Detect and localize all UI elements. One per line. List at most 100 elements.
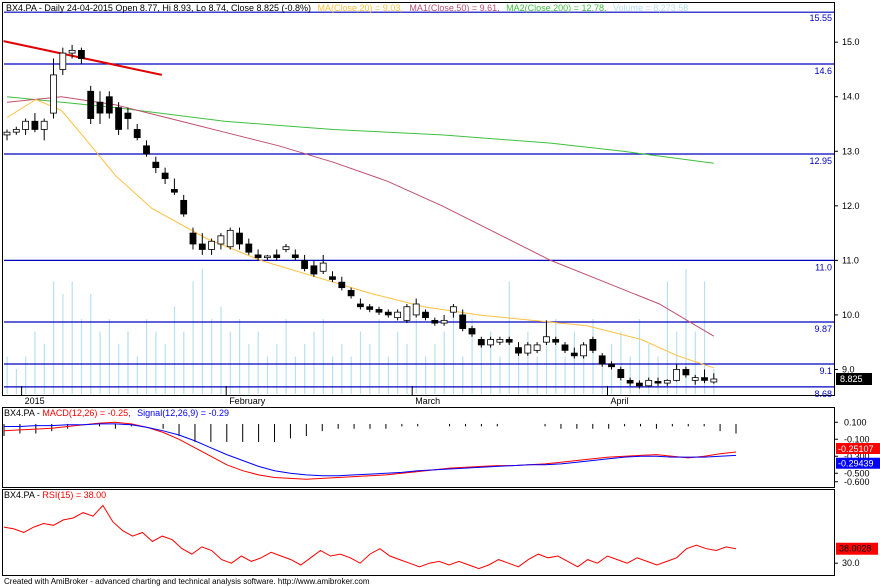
price-tick-label: 15.0	[842, 37, 860, 47]
volume-bar	[545, 344, 548, 394]
candle-down	[236, 232, 243, 245]
candle-up	[496, 339, 504, 343]
volume-bar	[425, 356, 427, 394]
macd-tick-label: 0.100	[844, 417, 867, 427]
candle-up	[580, 344, 587, 357]
candle-up	[40, 120, 48, 130]
volume-bar	[118, 344, 120, 394]
volume-bar	[518, 344, 520, 394]
support-resistance-label: 11.0	[815, 262, 832, 272]
volume-bar	[452, 306, 455, 394]
candle-down	[143, 145, 150, 155]
signal-value-label: -0.29439	[838, 459, 874, 469]
volume-bar	[285, 319, 287, 394]
price-tick-label: 13.0	[842, 146, 860, 156]
candle-up	[524, 344, 532, 354]
macd-panel-frame	[2, 407, 835, 488]
candle-down	[505, 339, 513, 343]
volume-bar	[443, 331, 445, 394]
candle-up	[663, 379, 671, 384]
candle-down	[105, 96, 113, 114]
price-tick-label: 11.0	[842, 255, 859, 265]
candle-down	[654, 381, 662, 384]
volume-bar	[620, 331, 622, 394]
macd-line	[3, 421, 737, 480]
volume-bar	[350, 356, 352, 394]
volume-bar	[332, 356, 334, 394]
volume-bar	[192, 281, 194, 394]
volume-bar	[648, 344, 650, 394]
volume-bar	[313, 331, 315, 394]
candle-down	[422, 311, 429, 319]
candle-down	[431, 319, 439, 324]
volume-bar	[276, 344, 278, 394]
volume-bar	[211, 319, 213, 394]
candle-down	[626, 379, 634, 384]
volume-bar	[657, 356, 659, 394]
volume-bar	[573, 331, 575, 394]
volume-bar	[434, 344, 436, 394]
rsi-legend: RSI(15) = 38.00	[42, 490, 106, 500]
current-price-box	[836, 373, 872, 385]
candle-up	[68, 49, 76, 54]
volume-bar	[685, 269, 687, 394]
footer-credit: Created with AmiBroker - advanced charti…	[4, 577, 370, 586]
volume-bar	[629, 356, 631, 394]
volume-bar	[136, 356, 138, 394]
volume-bar	[406, 344, 408, 394]
candle-down	[301, 259, 309, 269]
volume-bar	[471, 319, 473, 394]
volume-bar	[304, 344, 306, 394]
candle-down	[273, 254, 281, 259]
volume-bar	[666, 281, 668, 394]
candle-down	[459, 314, 467, 329]
candle-down	[31, 120, 39, 130]
rsi-tick-label: 30.0	[842, 558, 860, 568]
current-price-label: 8.825	[840, 374, 863, 384]
signal-line	[4, 423, 737, 477]
volume-bar	[369, 344, 371, 394]
volume-bar	[25, 356, 27, 394]
candle-down	[570, 352, 578, 357]
volume-bar	[583, 344, 585, 394]
macd-title: BX4.PA - MACD(12,26) = -0.25, Signal(12,…	[4, 408, 229, 418]
volume-bar	[536, 356, 538, 394]
candle-down	[682, 369, 690, 376]
volume-bar	[266, 356, 269, 394]
support-resistance-label: 9.87	[814, 324, 832, 334]
candle-down	[468, 328, 476, 335]
price-tick-label: 14.0	[842, 92, 860, 102]
candle-down	[161, 172, 169, 179]
candle-down	[384, 311, 392, 316]
ma20-line	[6, 98, 714, 369]
month-label: 2015	[25, 396, 45, 406]
volume-bar	[378, 319, 380, 394]
candle-down	[608, 363, 615, 368]
price-tick-label: 12.0	[842, 201, 860, 211]
volume-bar	[108, 319, 110, 394]
rsi-value-box	[836, 542, 878, 555]
candle-down	[180, 199, 188, 215]
volume-bar	[80, 319, 83, 394]
candle-down	[310, 265, 318, 275]
support-resistance-label: 8.68	[814, 389, 832, 399]
month-label: April	[611, 396, 629, 406]
candle-down	[87, 90, 95, 119]
rsi-title-prefix: BX4.PA -	[4, 490, 42, 500]
candle-down	[477, 339, 485, 346]
volume-bar	[34, 331, 36, 394]
candle-up	[263, 255, 271, 259]
volume-bar	[146, 319, 148, 394]
support-resistance-label: 9.1	[819, 366, 832, 376]
volume-bar	[397, 331, 399, 394]
candle-down	[366, 306, 374, 310]
candle-up	[3, 131, 11, 136]
candle-down	[78, 49, 85, 59]
volume-legend: Volume = 8,273.58	[613, 3, 688, 13]
volume-bar	[480, 344, 482, 394]
candle-down	[617, 369, 625, 379]
candle-up	[440, 319, 448, 324]
volume-bar	[490, 331, 492, 394]
candle-up	[217, 235, 225, 245]
